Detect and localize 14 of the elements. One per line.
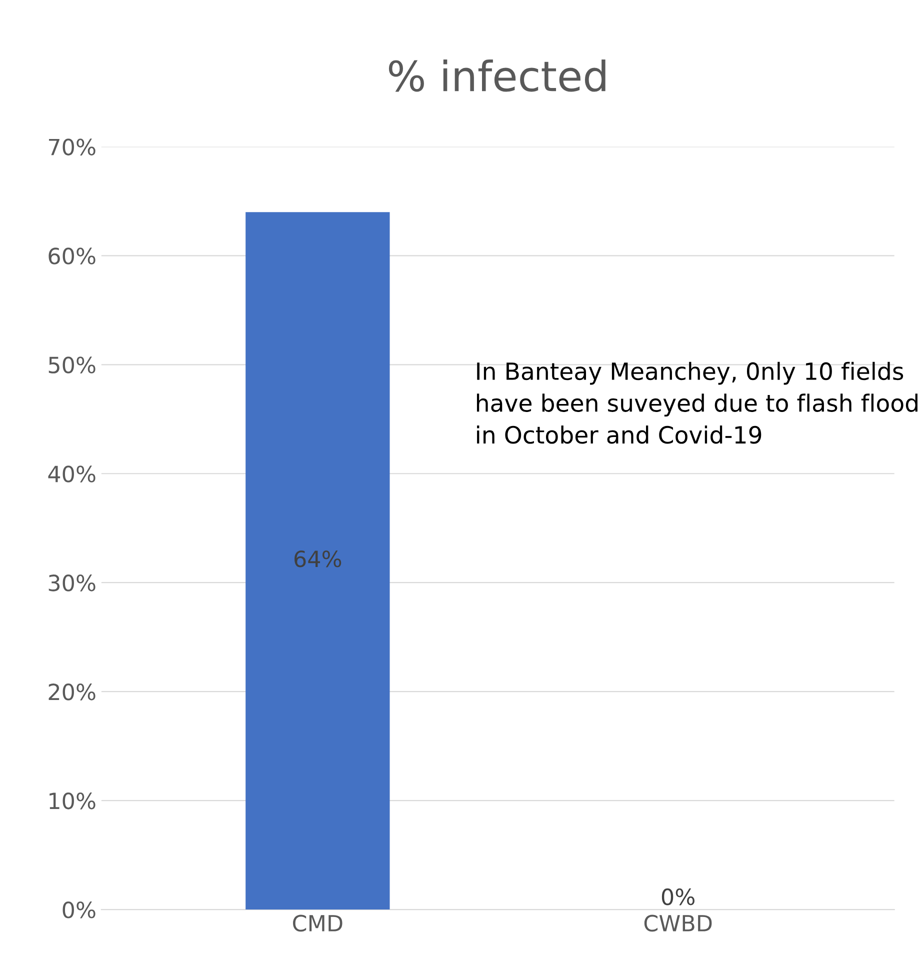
y-tick-label: 60% xyxy=(48,248,96,264)
x-tick-label: CMD xyxy=(293,914,342,932)
data-label: 64% xyxy=(294,550,342,568)
y-tick-label: 0% xyxy=(62,901,96,918)
y-tick-label: 50% xyxy=(48,356,96,374)
y-tick-label: 30% xyxy=(48,574,96,592)
y-tick-label: 70% xyxy=(48,138,96,156)
chart-title: % infected xyxy=(388,59,606,92)
data-label: 0% xyxy=(662,888,694,906)
y-tick-label: 10% xyxy=(50,792,96,810)
x-tick-label: CWBD xyxy=(644,914,712,932)
y-tick-label: 40% xyxy=(48,466,96,482)
annotation: In Banteay Meanchey, 0nly 10 fields have been suveyed due to flash flood in October and Covid-19 xyxy=(476,362,918,444)
y-tick-label: 20% xyxy=(48,684,96,700)
